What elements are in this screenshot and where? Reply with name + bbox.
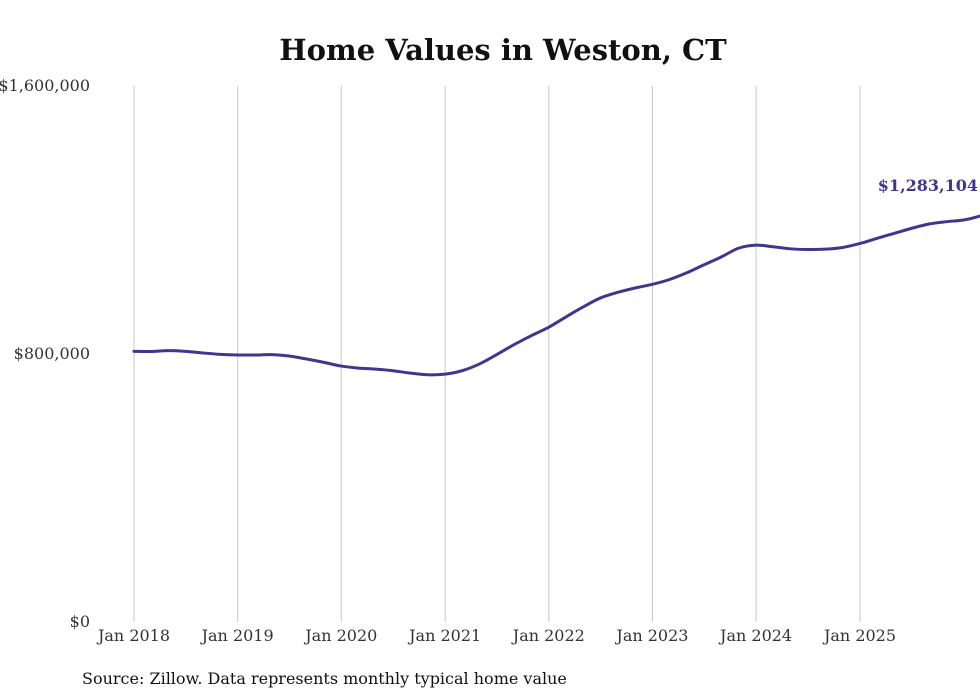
y-tick-label: $0: [70, 612, 90, 631]
y-tick-label: $800,000: [14, 344, 90, 363]
x-axis-ticks: Jan 2018 Jan 2019 Jan 2020 Jan 2021 Jan 2022…: [96, 626, 896, 645]
x-tick-label: Jan 2025: [822, 626, 896, 645]
series-layer: [132, 214, 980, 377]
x-tick-label: Jan 2022: [511, 626, 585, 645]
end-value-label: $1,283,104: [878, 176, 978, 195]
grid-lines: [133, 86, 861, 622]
x-tick-label: Jan 2019: [200, 626, 274, 645]
x-tick-label: Jan 2018: [96, 626, 170, 645]
x-tick-label: Jan 2020: [303, 626, 377, 645]
x-tick-label: Jan 2021: [407, 626, 481, 645]
series-line-0: [132, 214, 980, 377]
source-note: Source: Zillow. Data represents monthly …: [82, 669, 567, 688]
y-axis-ticks: $0 $800,000 $1,600,000: [0, 76, 90, 631]
x-tick-label: Jan 2023: [614, 626, 688, 645]
x-tick-label: Jan 2024: [718, 626, 792, 645]
chart-title: Home Values in Weston, CT: [279, 33, 727, 67]
y-tick-label: $1,600,000: [0, 76, 90, 95]
